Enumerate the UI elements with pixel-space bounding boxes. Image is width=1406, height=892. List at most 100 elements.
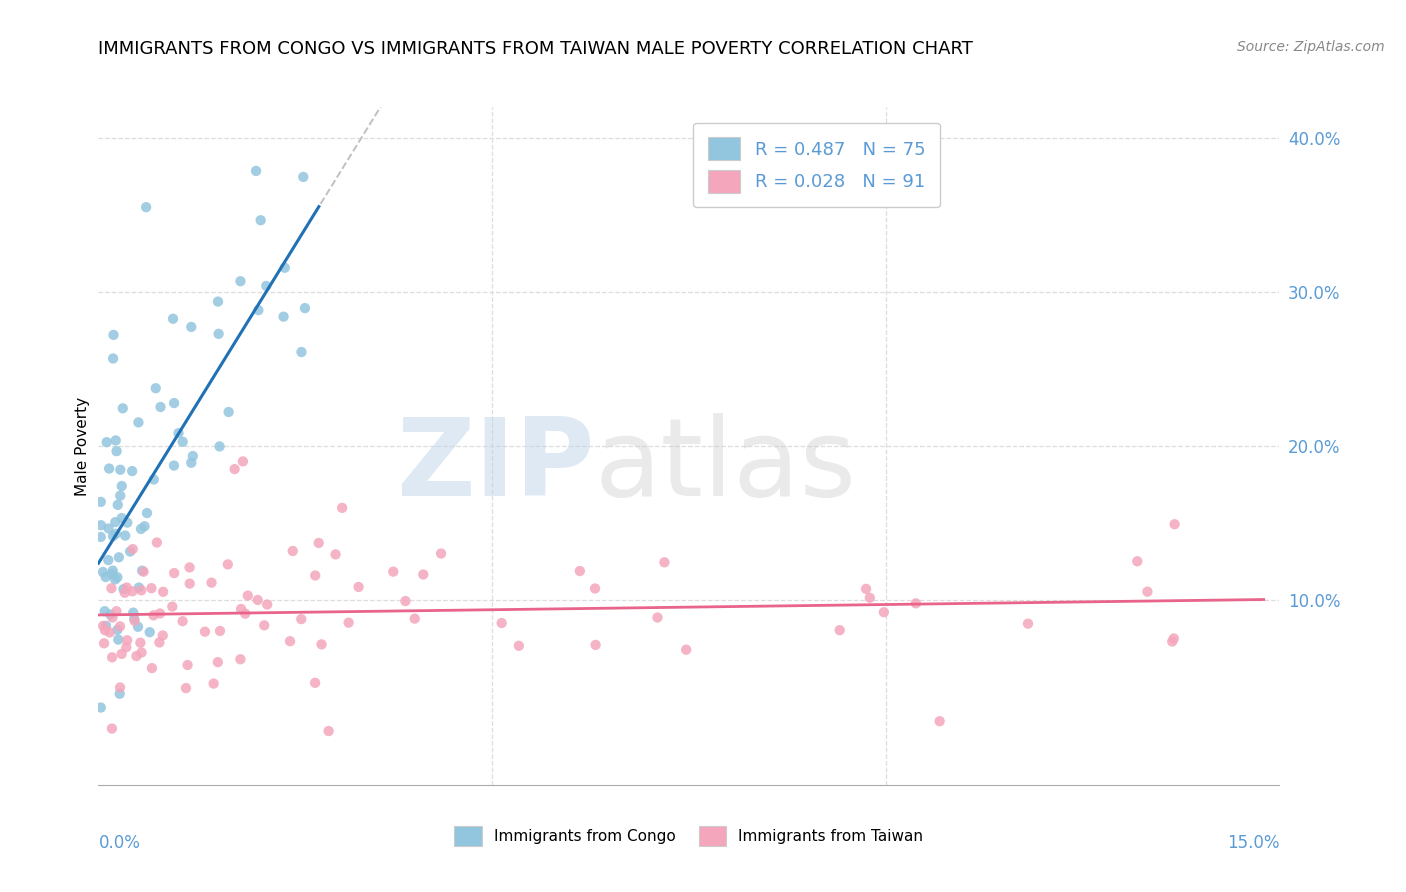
Point <box>100 581 122 595</box>
Point <box>129 522 152 536</box>
Point <box>110 489 132 503</box>
Point <box>200 575 222 590</box>
Point <box>129 636 152 650</box>
Point <box>105 444 128 458</box>
Point <box>194 624 217 639</box>
Point <box>114 586 136 600</box>
Point <box>135 200 157 214</box>
Point <box>98 461 121 475</box>
Point <box>855 582 877 596</box>
Text: atlas: atlas <box>595 413 856 519</box>
Point <box>134 519 156 533</box>
Text: 0.0%: 0.0% <box>98 834 141 852</box>
Point <box>232 454 254 468</box>
Point <box>174 681 197 695</box>
Point <box>112 582 135 597</box>
Point <box>111 479 134 493</box>
Point <box>1161 634 1184 648</box>
Text: IMMIGRANTS FROM CONGO VS IMMIGRANTS FROM TAIWAN MALE POVERTY CORRELATION CHART: IMMIGRANTS FROM CONGO VS IMMIGRANTS FROM… <box>98 40 973 58</box>
Point <box>647 610 669 624</box>
Point <box>138 625 160 640</box>
Point <box>172 614 194 628</box>
Point <box>654 555 676 569</box>
Point <box>107 632 129 647</box>
Point <box>127 620 149 634</box>
Point <box>111 511 134 525</box>
Point <box>217 558 239 572</box>
Point <box>142 473 165 487</box>
Point <box>1136 584 1159 599</box>
Point <box>311 637 333 651</box>
Point <box>104 526 127 541</box>
Point <box>179 576 201 591</box>
Point <box>108 687 131 701</box>
Point <box>828 623 851 637</box>
Point <box>104 434 127 448</box>
Point <box>101 351 124 366</box>
Point <box>207 294 229 309</box>
Point <box>101 529 124 543</box>
Point <box>121 584 143 599</box>
Point <box>145 381 167 395</box>
Point <box>274 260 297 275</box>
Point <box>208 624 231 638</box>
Y-axis label: Male Poverty: Male Poverty <box>75 396 90 496</box>
Point <box>108 619 131 633</box>
Point <box>1163 517 1185 532</box>
Point <box>131 564 153 578</box>
Point <box>229 652 252 666</box>
Point <box>93 636 115 650</box>
Point <box>114 528 136 542</box>
Point <box>430 547 453 561</box>
Point <box>249 213 271 227</box>
Point <box>90 530 112 544</box>
Point <box>162 311 184 326</box>
Point <box>928 714 950 729</box>
Point <box>110 463 132 477</box>
Point <box>394 594 416 608</box>
Point <box>207 326 229 341</box>
Point <box>308 536 330 550</box>
Point <box>208 439 231 453</box>
Point <box>304 568 326 582</box>
Point <box>131 646 153 660</box>
Point <box>583 582 606 596</box>
Point <box>90 495 112 509</box>
Point <box>162 599 184 614</box>
Point <box>202 676 225 690</box>
Legend: Immigrants from Congo, Immigrants from Taiwan: Immigrants from Congo, Immigrants from T… <box>449 820 929 852</box>
Point <box>146 535 169 549</box>
Point <box>108 550 131 565</box>
Point <box>142 608 165 623</box>
Point <box>101 564 124 578</box>
Point <box>176 658 198 673</box>
Point <box>105 604 128 618</box>
Point <box>273 310 295 324</box>
Point <box>115 640 138 655</box>
Point <box>281 544 304 558</box>
Point <box>91 619 114 633</box>
Point <box>585 638 607 652</box>
Point <box>125 648 148 663</box>
Point <box>94 624 117 638</box>
Text: ZIP: ZIP <box>396 413 595 519</box>
Point <box>93 604 115 618</box>
Point <box>104 515 127 529</box>
Point <box>107 623 129 637</box>
Point <box>149 607 172 621</box>
Point <box>91 565 114 579</box>
Point <box>859 591 882 605</box>
Point <box>101 722 124 736</box>
Point <box>94 619 117 633</box>
Point <box>105 570 128 584</box>
Point <box>180 320 202 334</box>
Point <box>254 279 277 293</box>
Point <box>229 274 252 288</box>
Point <box>347 580 370 594</box>
Point <box>1017 616 1039 631</box>
Point <box>181 449 204 463</box>
Point <box>152 584 174 599</box>
Point <box>412 567 434 582</box>
Point <box>207 655 229 669</box>
Point <box>508 639 530 653</box>
